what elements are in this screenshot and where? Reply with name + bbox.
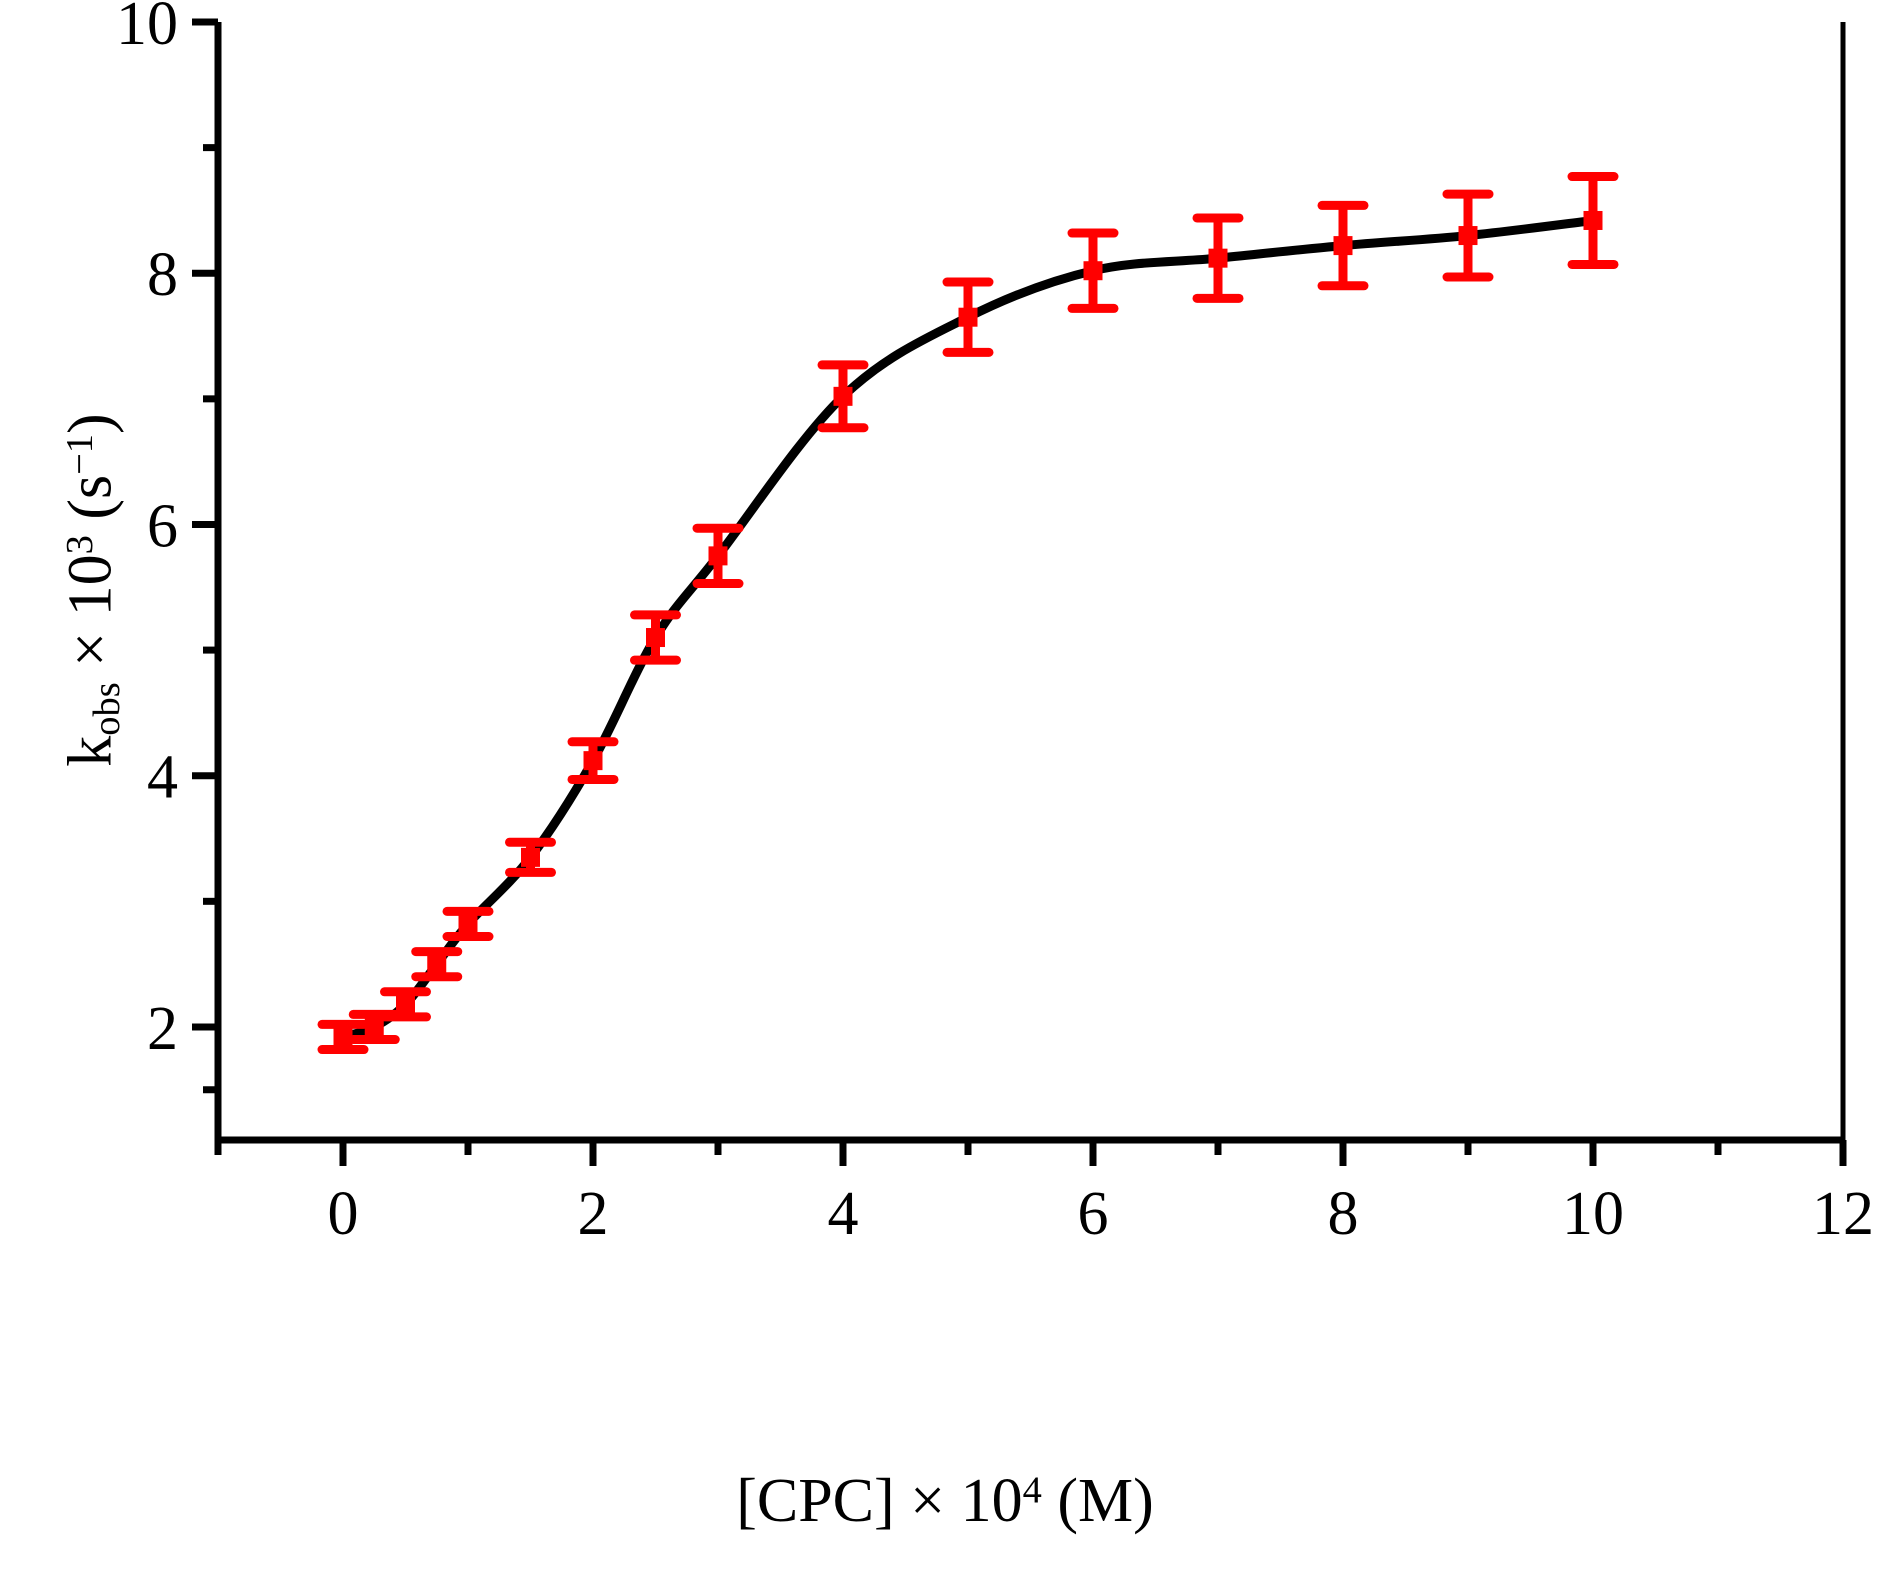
y-label-exponent: 3 xyxy=(59,535,101,555)
data-point-marker xyxy=(1083,261,1103,281)
x-tick-label: 0 xyxy=(328,1180,359,1248)
y-label-unit-close: ) xyxy=(56,413,125,434)
data-point-marker xyxy=(1333,236,1353,256)
data-point-marker xyxy=(1208,248,1228,268)
y-label-unit-open: (s xyxy=(56,474,125,536)
y-label-mid: × 10 xyxy=(56,554,125,683)
x-label-post: (M) xyxy=(1041,1467,1154,1535)
data-point-marker xyxy=(1583,210,1603,230)
y-label-subscript: obs xyxy=(85,682,128,736)
data-point-marker xyxy=(708,546,728,566)
y-tick-label: 6 xyxy=(147,492,178,560)
data-point-marker xyxy=(833,386,853,406)
y-axis-label: kobs × 103 (s−1) xyxy=(30,0,157,1180)
data-point-marker xyxy=(458,914,478,934)
x-tick-label: 10 xyxy=(1562,1180,1624,1248)
y-axis-label-container: kobs × 103 (s−1) xyxy=(30,0,130,1180)
data-point-marker xyxy=(333,1027,353,1047)
x-tick-label: 12 xyxy=(1812,1180,1874,1248)
y-tick-label: 10 xyxy=(116,0,178,58)
data-point-marker xyxy=(364,1017,384,1037)
x-tick-label: 8 xyxy=(1328,1180,1359,1248)
data-point-marker xyxy=(427,954,447,974)
x-tick-label: 6 xyxy=(1078,1180,1109,1248)
y-label-unit-exponent: −1 xyxy=(59,433,101,475)
y-tick-label: 2 xyxy=(147,995,178,1063)
data-point-marker xyxy=(521,847,540,867)
x-tick-label: 2 xyxy=(578,1180,609,1248)
x-tick-label: 4 xyxy=(828,1180,859,1248)
x-axis-label: [CPC] × 104 (M) xyxy=(0,1466,1890,1537)
data-point-marker xyxy=(646,628,665,648)
y-tick-label: 8 xyxy=(147,241,178,309)
x-label-exponent: 4 xyxy=(1022,1469,1042,1512)
y-tick-label: 4 xyxy=(147,744,178,812)
y-label-k: k xyxy=(56,735,125,767)
data-point-marker xyxy=(1458,226,1478,246)
x-label-pre: [CPC] × 10 xyxy=(736,1467,1023,1535)
data-point-marker xyxy=(396,994,415,1014)
data-series xyxy=(317,172,1619,1055)
data-point-marker xyxy=(583,751,603,771)
data-point-marker xyxy=(958,307,978,327)
